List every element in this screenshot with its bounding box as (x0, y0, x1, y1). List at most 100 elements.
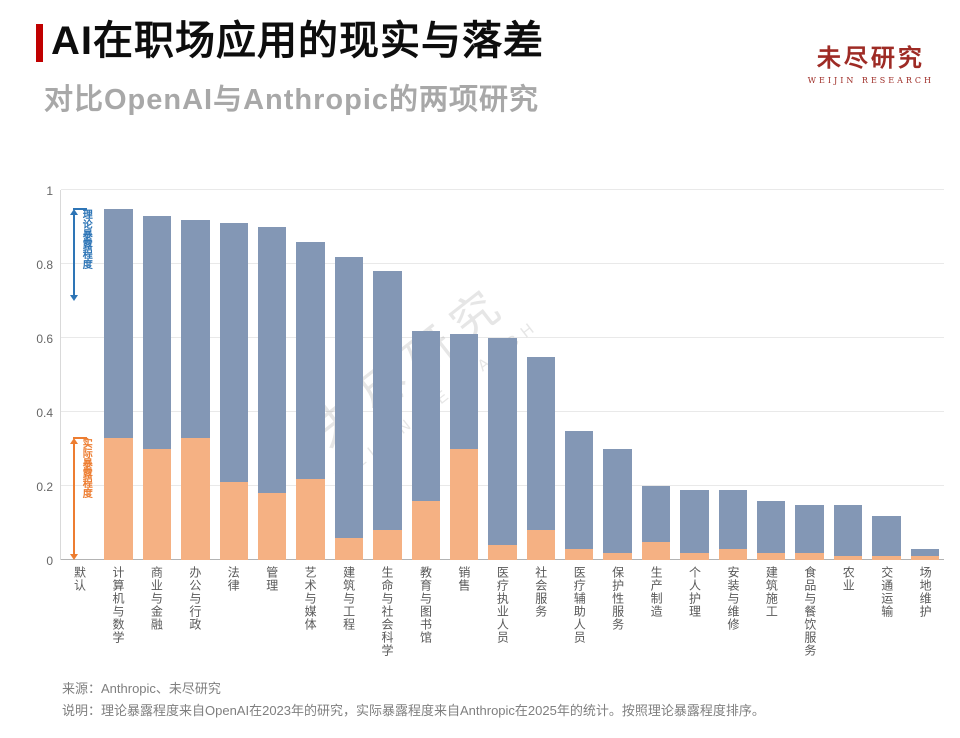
bar-actual-exposure (104, 437, 133, 560)
bar-theoretical-exposure (603, 449, 632, 560)
double-arrow-icon (70, 437, 79, 560)
x-axis-label: 农业 (841, 566, 856, 592)
x-axis-label-cell: 计算机与数学 (98, 566, 136, 678)
x-axis-label: 艺术与媒体 (303, 566, 318, 631)
bar-columns: 理论暴露程度实际暴露程度 (61, 190, 944, 560)
bar-actual-exposure (872, 556, 901, 560)
bar-actual-exposure (488, 545, 517, 560)
bar-theoretical-exposure (910, 548, 939, 560)
bar-actual-exposure (449, 449, 479, 560)
x-axis-label: 教育与图书馆 (418, 566, 433, 644)
bar-column (407, 190, 445, 560)
gridline (61, 189, 944, 190)
x-axis-label: 生产制造 (649, 566, 664, 618)
y-axis-tick-label: 0 (46, 554, 53, 568)
y-axis-tick-label: 0.8 (36, 258, 53, 272)
brand-logo-subname: WEIJIN RESEARCH (807, 76, 934, 85)
x-axis-label-cell: 教育与图书馆 (406, 566, 444, 678)
method-note: 说明：理论暴露程度来自OpenAI在2023年的研究，实际暴露程度来自Anthr… (62, 702, 765, 718)
x-axis-label: 管理 (264, 566, 279, 592)
x-axis-label-cell: 生命与社会科学 (368, 566, 406, 678)
x-axis-label-cell: 艺术与媒体 (291, 566, 329, 678)
bar-actual-exposure (910, 556, 939, 560)
x-axis-label-cell: 办公与行政 (175, 566, 213, 678)
bar-actual-exposure (680, 552, 709, 560)
x-axis-label: 计算机与数学 (110, 566, 125, 644)
bar-column (176, 190, 214, 560)
x-axis-label-cell: 医疗辅助人员 (560, 566, 598, 678)
bar-column (215, 190, 253, 560)
gridline (61, 337, 944, 338)
source-note: 来源：Anthropic、未尽研究 (62, 680, 221, 696)
x-axis-label: 办公与行政 (187, 566, 202, 631)
x-axis-label: 安装与维修 (725, 566, 740, 631)
y-axis-tick-label: 1 (46, 184, 53, 198)
y-axis-tick-label: 0.4 (36, 406, 53, 420)
x-axis-label-cell: 建筑与工程 (329, 566, 367, 678)
infographic-page: AI在职场应用的现实与落差 对比OpenAI与Anthropic的两项研究 未尽… (0, 18, 960, 738)
bar-column (867, 190, 905, 560)
plot-wrap: 理论暴露程度实际暴露程度 默认 计算机与数学 商业与金融 办公与行政 法律 管理 艺术与媒体… (60, 189, 944, 678)
bar-theoretical-exposure (757, 500, 786, 560)
page-subtitle: 对比OpenAI与Anthropic的两项研究 (44, 84, 540, 116)
x-axis-label-cell: 默认 (60, 566, 98, 678)
x-axis-label-cell: 生产制造 (637, 566, 675, 678)
x-axis-label: 医疗辅助人员 (572, 566, 587, 644)
exposure-annotation: 实际暴露程度 (61, 436, 99, 560)
x-axis-label-cell: 交通运输 (867, 566, 905, 678)
bar-actual-exposure (526, 530, 556, 560)
bar-column (598, 190, 636, 560)
bar-actual-exposure (373, 530, 402, 560)
x-axis-label: 销售 (456, 566, 471, 592)
plot-area: 理论暴露程度实际暴露程度 (60, 189, 944, 560)
bar-column (291, 190, 329, 560)
bar-column (368, 190, 406, 560)
bar-theoretical-exposure (680, 489, 709, 560)
bar-theoretical-exposure (833, 504, 863, 560)
bar-column (522, 190, 560, 560)
bar-actual-exposure (718, 548, 748, 560)
x-axis-label: 食品与餐饮服务 (802, 566, 817, 657)
bar-column (253, 190, 291, 560)
x-axis-label-cell: 场地维护 (906, 566, 944, 678)
bar-actual-exposure (795, 552, 824, 560)
bar-actual-exposure (296, 478, 325, 560)
bar-column (330, 190, 368, 560)
bar-theoretical-exposure (373, 271, 402, 560)
bar-column (560, 190, 598, 560)
x-axis-label: 保护性服务 (610, 566, 625, 631)
x-axis-label: 默认 (72, 566, 87, 592)
bar-column (445, 190, 483, 560)
bar-actual-exposure (603, 552, 632, 560)
x-axis-label-cell: 商业与金融 (137, 566, 175, 678)
y-axis-tick-label: 0.2 (36, 480, 53, 494)
x-axis-label-cell: 社会服务 (521, 566, 559, 678)
double-arrow-icon (70, 208, 79, 301)
bar-actual-exposure (565, 548, 594, 560)
bar-actual-exposure (219, 482, 248, 560)
x-axis-label: 商业与金融 (149, 566, 164, 631)
bar-actual-exposure (833, 556, 863, 560)
bar-column (675, 190, 713, 560)
x-axis-labels: 默认 计算机与数学 商业与金融 办公与行政 法律 管理 艺术与媒体 建筑与工程 生命与社会科学 教… (60, 566, 944, 678)
bar-actual-exposure (334, 537, 364, 560)
x-axis-label: 交通运输 (879, 566, 894, 618)
bar-column (99, 190, 137, 560)
bar-column (906, 190, 944, 560)
x-axis-label: 建筑施工 (764, 566, 779, 618)
x-axis-label-cell: 个人护理 (675, 566, 713, 678)
x-axis-label: 生命与社会科学 (380, 566, 395, 657)
header: AI在职场应用的现实与落差 (36, 18, 960, 64)
x-axis-label: 场地维护 (918, 566, 933, 618)
footnotes: 来源：Anthropic、未尽研究 说明：理论暴露程度来自OpenAI在2023… (62, 678, 765, 722)
bar-column (714, 190, 752, 560)
bar-theoretical-exposure (488, 338, 517, 560)
x-axis-label: 建筑与工程 (341, 566, 356, 631)
x-axis-label-cell: 医疗执业人员 (483, 566, 521, 678)
annotation-label: 理论暴露程度 (80, 208, 92, 269)
bar-theoretical-exposure (334, 256, 364, 560)
x-axis-label-cell: 农业 (829, 566, 867, 678)
x-axis-label-cell: 管理 (252, 566, 290, 678)
y-axis-tick-label: 0.6 (36, 332, 53, 346)
x-axis-label-cell: 法律 (214, 566, 252, 678)
